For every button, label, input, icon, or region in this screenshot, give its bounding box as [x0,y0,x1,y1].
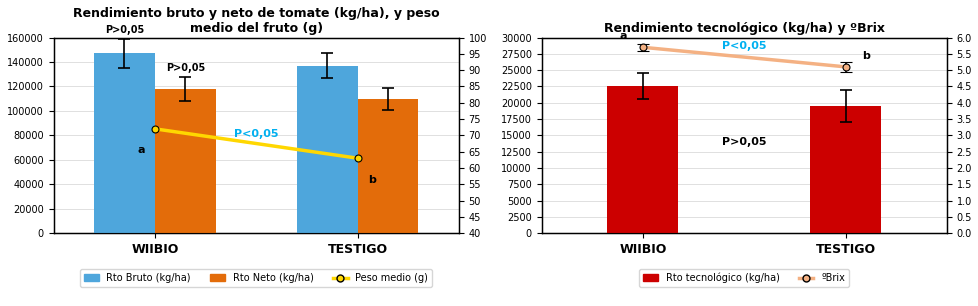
Bar [606,86,678,233]
Legend: Rto tecnológico (kg/ha), ºBrix: Rto tecnológico (kg/ha), ºBrix [639,269,848,287]
Bar [809,106,880,233]
Title: Rendimiento bruto y neto de tomate (kg/ha), y peso
medio del fruto (g): Rendimiento bruto y neto de tomate (kg/h… [72,7,439,35]
Bar [94,54,155,233]
Text: a: a [137,145,145,155]
Legend: Rto Bruto (kg/ha), Rto Neto (kg/ha), Peso medio (g): Rto Bruto (kg/ha), Rto Neto (kg/ha), Pes… [80,269,431,287]
Text: P>0,05: P>0,05 [721,137,766,147]
Bar [155,89,215,233]
Text: P<0,05: P<0,05 [721,41,766,51]
Text: P>0,05: P>0,05 [105,25,144,35]
Text: a: a [618,32,626,41]
Bar [296,65,357,233]
Text: P>0,05: P>0,05 [165,63,204,73]
Text: b: b [368,174,376,185]
Title: Rendimiento tecnológico (kg/ha) y ºBrix: Rendimiento tecnológico (kg/ha) y ºBrix [603,22,884,35]
Text: b: b [861,51,868,61]
Text: P<0,05: P<0,05 [234,129,278,139]
Bar [357,99,418,233]
